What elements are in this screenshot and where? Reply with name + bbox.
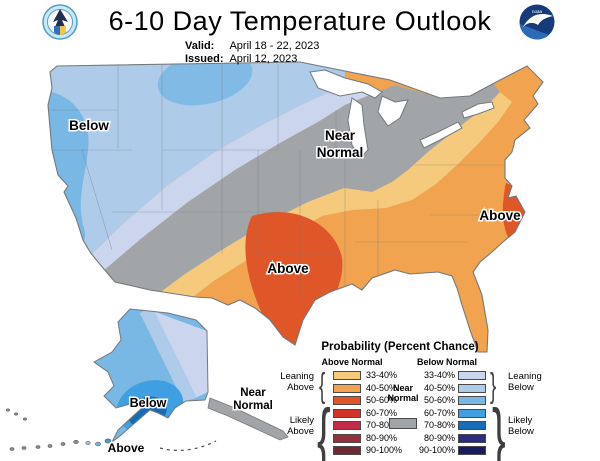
label-east-above: Above (479, 208, 521, 223)
legend-swatch-near-normal (389, 418, 417, 429)
legend-range: 90-100% (418, 445, 455, 455)
region-near-normal (102, 82, 500, 300)
legend-swatch-above-80-90 (333, 433, 361, 443)
nws-logo (42, 4, 78, 40)
label-ak-near-normal-2: Normal (233, 400, 273, 412)
issued-value: April 12, 2023 (229, 53, 298, 65)
legend-swatch-below-80-90 (458, 433, 486, 443)
legend-range: 50-60% (366, 395, 398, 405)
legend-swatch-below-60-70 (458, 408, 486, 418)
legend-group-leaning-above: Leaning Above (280, 371, 314, 393)
legend-range: 60-70% (423, 407, 455, 418)
lake-superior (309, 69, 383, 99)
alaska-outline (93, 308, 209, 443)
region-above-50-60-south (245, 212, 343, 346)
label-ak-near-normal-1: Near (240, 387, 266, 399)
ak-panhandle-near-normal (207, 397, 289, 441)
label-south-above: Above (267, 261, 309, 276)
brace-leaning-above: { (319, 367, 326, 405)
valid-issued-block: Valid: April 18 - 22, 2023 Issued: April… (185, 40, 319, 66)
valid-value: April 18 - 22, 2023 (229, 40, 320, 52)
lake-michigan (347, 97, 369, 159)
legend-range: 90-100% (366, 445, 403, 455)
legend-range: 70-80% (366, 420, 398, 430)
legend-range: 50-60% (423, 395, 455, 405)
region-above-33-40 (150, 92, 512, 303)
legend-range: 40-50% (423, 382, 455, 393)
conus-fill-regions (48, 62, 543, 352)
label-ak-below: Below (130, 396, 167, 410)
legend-swatch-above-70-80 (333, 421, 361, 430)
nws-eagle-icon (53, 9, 68, 27)
label-aleutian-above: Above (108, 441, 145, 455)
legend-group-likely-below: Likely Below (508, 415, 534, 437)
region-below-40-50 (48, 62, 345, 258)
legend-range: 33-40% (366, 370, 398, 380)
legend-swatch-above-33-40 (333, 371, 361, 380)
aleutian-leader-line (159, 440, 217, 451)
legend-swatch-below-90-100 (458, 446, 486, 455)
lake-huron (377, 95, 409, 127)
state-borders (50, 64, 520, 300)
legend-range: 40-50% (366, 382, 398, 393)
legend-range: 70-80% (423, 420, 455, 430)
label-near-normal-1: Near (325, 128, 356, 143)
noaa-logo: noaa (519, 4, 555, 40)
noaa-logo-text: noaa (532, 9, 543, 14)
label-near-normal-2: Normal (317, 145, 364, 160)
page-title: 6-10 Day Temperature Outlook (108, 6, 492, 36)
legend-title: Probability (Percent Chance) (321, 341, 479, 353)
legend-swatch-above-40-50 (333, 383, 361, 393)
legend-swatch-below-70-80 (458, 421, 486, 430)
label-west-below: Below (69, 118, 109, 133)
legend-range: 33-40% (423, 370, 455, 380)
legend-range: 80-90% (423, 432, 455, 443)
brace-likely-above: { (317, 393, 331, 461)
legend-above-header: Above Normal (321, 357, 383, 367)
legend-swatch-above-50-60 (333, 396, 361, 405)
region-below-33-40 (88, 85, 370, 272)
conus-outline (47, 61, 544, 353)
lake-ontario (461, 101, 495, 119)
brace-leaning-below: } (490, 367, 497, 405)
issued-label: Issued: (185, 53, 224, 65)
legend-group-leaning-below: Leaning Below (508, 371, 542, 393)
legend-near-normal-label: Near Normal (387, 383, 419, 403)
legend-group-likely-above: Likely Above (287, 415, 314, 437)
legend-swatch-below-50-60 (458, 396, 486, 405)
great-lakes (309, 69, 495, 159)
region-below-50-60-coast (48, 90, 89, 249)
alaska-fill-regions (94, 309, 208, 442)
valid-label: Valid: (185, 40, 215, 52)
legend-swatch-below-40-50 (458, 383, 486, 393)
legend-swatch-above-60-70 (333, 408, 361, 418)
legend-below-header: Below Normal (416, 357, 477, 367)
legend-swatch-below-33-40 (458, 371, 486, 380)
legend-range: 80-90% (366, 432, 398, 443)
legend-swatch-above-90-100 (333, 446, 361, 455)
noaa-gull-icon (523, 14, 553, 27)
brace-likely-below: } (492, 393, 506, 461)
aleutian-islands (6, 408, 112, 451)
lake-erie (419, 121, 463, 149)
legend-range: 60-70% (366, 407, 398, 418)
ak-region-below-40-50 (139, 309, 197, 404)
